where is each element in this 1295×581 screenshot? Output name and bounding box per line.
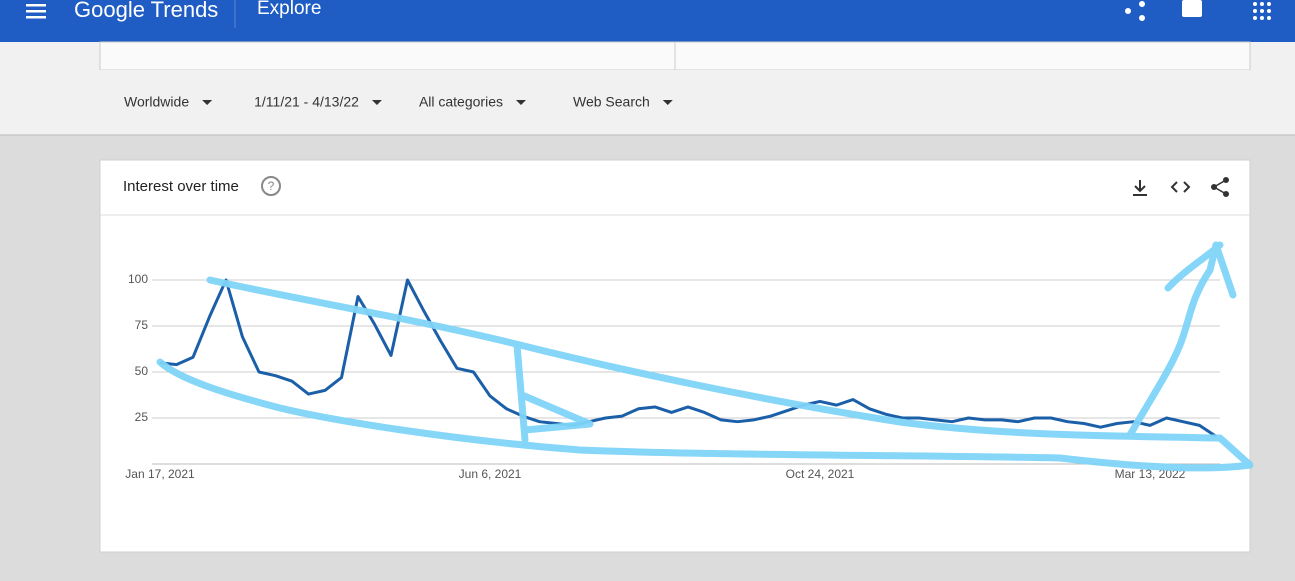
filter-label[interactable]: Web Search bbox=[573, 94, 650, 110]
share-icon[interactable] bbox=[1125, 1, 1145, 21]
apps-icon[interactable] bbox=[1253, 2, 1271, 20]
y-tick-label: 25 bbox=[135, 410, 149, 424]
help-icon[interactable] bbox=[261, 176, 281, 196]
filter-label[interactable]: Worldwide bbox=[124, 94, 189, 110]
app-bar bbox=[0, 0, 1295, 42]
filter-bar bbox=[0, 70, 1295, 135]
page-title: Explore bbox=[257, 0, 321, 19]
x-tick-label: Jan 17, 2021 bbox=[125, 467, 195, 481]
dropdown-arrow bbox=[515, 100, 526, 105]
help-icon-mark: ? bbox=[268, 179, 275, 193]
y-tick-label: 75 bbox=[135, 318, 149, 332]
dropdown-arrow bbox=[202, 100, 213, 105]
dropdown-arrow bbox=[371, 100, 382, 105]
card-share-icon[interactable] bbox=[1211, 177, 1229, 197]
x-tick-label: Jun 6, 2021 bbox=[459, 467, 522, 481]
filter-label[interactable]: All categories bbox=[419, 94, 503, 110]
card-title: Interest over time bbox=[123, 178, 239, 195]
card bbox=[99, 159, 1251, 553]
dropdown-arrow bbox=[662, 100, 673, 105]
y-tick-label: 100 bbox=[128, 272, 148, 286]
annotation bbox=[156, 241, 1254, 472]
download-icon[interactable] bbox=[1133, 180, 1147, 196]
menu-icon[interactable] bbox=[26, 4, 46, 19]
embed-icon[interactable] bbox=[1170, 181, 1191, 193]
x-tick-label: Oct 24, 2021 bbox=[786, 467, 855, 481]
filter-label[interactable]: 1/11/21 - 4/13/22 bbox=[254, 94, 359, 110]
feedback-icon[interactable] bbox=[1182, 0, 1202, 17]
trend-line bbox=[159, 278, 1217, 438]
y-tick-label: 50 bbox=[135, 364, 149, 378]
brand[interactable]: Google Trends bbox=[74, 0, 218, 22]
